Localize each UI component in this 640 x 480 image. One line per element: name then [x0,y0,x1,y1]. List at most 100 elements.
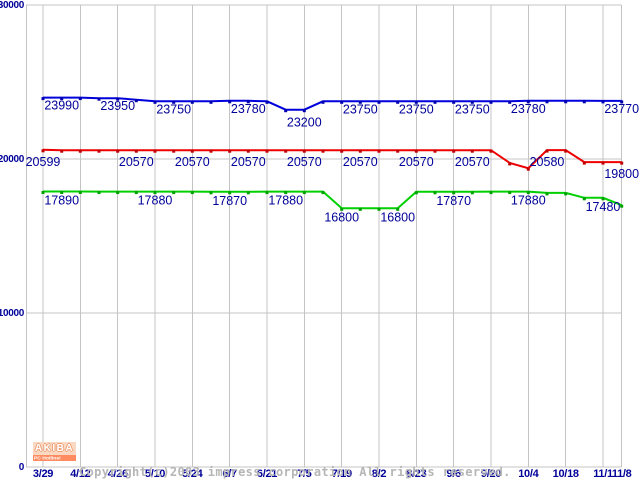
data-point-marker [302,191,306,195]
data-point-marker [265,191,269,195]
data-point-marker [582,100,586,104]
data-point-marker [396,207,400,211]
data-point-marker [78,191,82,194]
price-series-blue: 23990 23950 23750 23780 23200 23750 23750 23750… [41,96,639,130]
data-point-marker [116,149,120,153]
data-point-label: 23780 [511,102,546,116]
data-point-marker [358,149,362,153]
data-point-marker [489,191,493,195]
data-point-label: 19800 [604,167,639,181]
data-point-marker [508,162,512,166]
data-point-marker [209,191,213,195]
data-point-marker [582,197,586,201]
x-tick-label: 7/19 [332,468,352,480]
data-point-marker [545,149,549,153]
data-point-marker [284,191,288,195]
data-point-marker [452,100,456,104]
data-point-marker [302,149,306,153]
data-point-marker [153,149,157,153]
data-point-label: 16800 [380,210,415,224]
x-tick-label: 4/12 [70,468,90,480]
x-tick-label: 6/21 [257,468,277,480]
data-point-marker [452,191,456,195]
x-tick-label: 10/4 [518,468,539,480]
series-line [43,190,623,210]
data-point-marker [564,192,568,196]
data-point-label: 23750 [343,102,378,116]
data-point-marker [134,149,138,153]
data-point-label: 23770 [604,102,639,116]
data-point-marker [601,100,605,104]
data-point-label: 20570 [399,155,434,169]
x-tick-label: 9/6 [446,468,461,480]
data-point-marker [60,191,64,194]
x-tick-label: 11/1 [593,468,613,480]
data-point-label: 20570 [287,155,322,169]
data-point-marker [545,100,549,104]
data-point-marker [489,100,493,104]
data-point-marker [433,100,437,104]
data-point-label: 20570 [175,155,210,169]
data-point-marker [97,97,101,101]
data-point-marker [545,192,549,196]
x-tick-label: 4/26 [108,468,128,480]
data-point-marker [265,149,269,153]
x-tick-label: 6/7 [222,468,237,480]
data-point-marker [41,97,45,101]
data-point-label: 20570 [455,155,490,169]
data-point-marker [153,100,157,104]
data-point-marker [97,191,101,195]
data-point-label: 17870 [436,194,471,208]
data-point-marker [340,100,344,104]
data-point-marker [209,149,213,153]
data-point-label: 16800 [324,210,359,224]
x-tick-label: 10/18 [553,468,579,480]
data-point-marker [396,149,400,153]
data-point-marker [265,100,269,104]
data-point-marker [620,204,624,208]
data-point-marker [116,191,120,195]
data-point-label: 23200 [287,116,322,130]
data-point-marker [153,191,157,195]
logo-pc-hotline-bar: PC Hotline! [33,455,76,461]
copyright-notice: Copyright(c)2003 impress corporation All… [79,441,511,480]
data-point-marker [470,191,474,195]
data-point-marker [78,149,82,153]
data-point-marker [377,100,381,104]
data-point-marker [246,149,250,153]
data-point-marker [60,149,64,153]
data-point-marker [134,99,138,103]
y-tick-label: 30000 [0,0,25,11]
data-point-label: 20570 [231,155,266,169]
x-tick-label: 5/10 [145,468,165,480]
data-point-marker [433,149,437,153]
data-point-label: 17880 [138,194,173,208]
data-point-label: 23990 [44,99,79,113]
copyright-line1: Copyright(c)2003 impress corporation All… [79,465,511,479]
logo-akiba-text: AKIBA [34,443,75,454]
data-point-label: 17870 [212,194,247,208]
data-point-marker [172,100,176,104]
data-point-marker [508,191,512,195]
data-point-marker [564,100,568,104]
y-tick-label: 20000 [0,154,25,165]
data-point-marker [116,97,120,101]
price-series-green: 17890 17880 17870 17880 16800 16800 17870 17880… [41,190,624,224]
x-tick-label: 8/2 [372,468,387,480]
data-point-marker [414,149,418,153]
x-tick-label: 9/20 [481,468,501,480]
x-tick-label: 3/29 [33,468,53,480]
series-line [42,148,622,170]
data-point-marker [620,161,624,165]
data-point-marker [489,149,493,153]
data-point-marker [470,149,474,153]
data-point-marker [582,161,586,165]
data-point-marker [358,207,362,211]
data-point-marker [190,149,194,153]
data-point-label: 20570 [119,155,154,169]
data-point-label: 17480 [586,200,621,214]
data-point-marker [340,149,344,153]
